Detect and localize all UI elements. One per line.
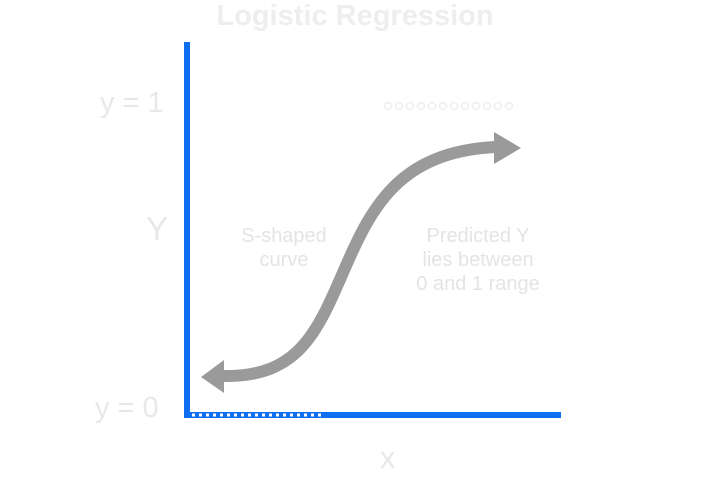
- y-equals-1-label: y = 1: [100, 87, 164, 119]
- y-equals-0-label: y = 0: [95, 392, 159, 424]
- prediction-note-line: Predicted Y: [426, 225, 530, 247]
- arrowhead-right-icon: [494, 132, 521, 164]
- curve-note-line: S-shaped: [241, 225, 327, 247]
- upper-dot: [471, 101, 481, 111]
- prediction-note: Predicted Y lies between 0 and 1 range: [388, 224, 568, 296]
- diagram-title: Logistic Regression: [216, 0, 494, 32]
- upper-dot: [405, 101, 415, 111]
- sigmoid-curve: [221, 141, 496, 383]
- upper-dot: [427, 101, 437, 111]
- upper-dot: [493, 101, 503, 111]
- upper-dot: [449, 101, 459, 111]
- arrowhead-left-icon: [201, 360, 224, 393]
- upper-dot: [416, 101, 426, 111]
- upper-dot: [460, 101, 470, 111]
- prediction-note-line: 0 and 1 range: [416, 273, 540, 295]
- curve-note: S-shaped curve: [224, 224, 344, 272]
- upper-dot: [394, 101, 404, 111]
- x-axis-label: x: [380, 440, 396, 475]
- upper-dot: [482, 101, 492, 111]
- upper-dotted-row: [383, 101, 514, 111]
- upper-dot: [504, 101, 514, 111]
- y-axis-label: Y: [146, 210, 169, 247]
- upper-dot: [383, 101, 393, 111]
- curve-note-line: curve: [259, 249, 309, 271]
- upper-dot: [438, 101, 448, 111]
- prediction-note-line: lies between: [422, 249, 534, 271]
